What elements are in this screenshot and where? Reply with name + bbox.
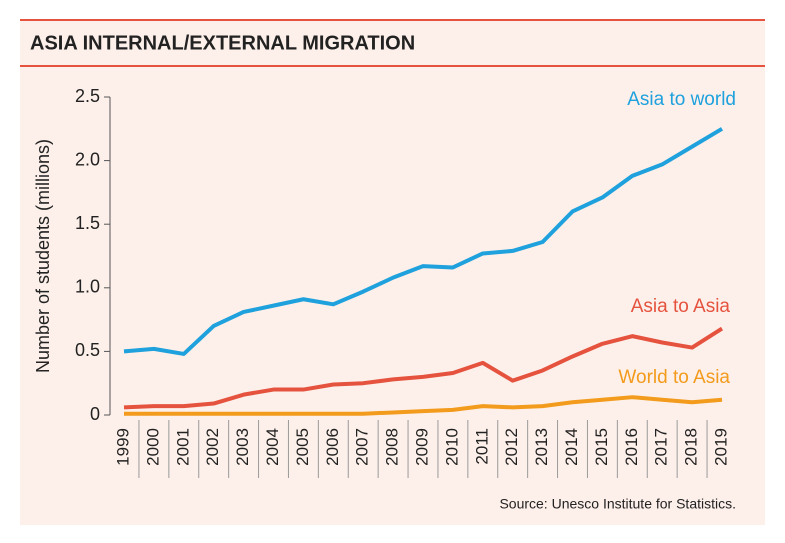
y-axis-label: Number of students (millions) xyxy=(33,139,53,373)
x-tick-label: 2002 xyxy=(203,428,222,466)
x-tick-label: 2006 xyxy=(323,428,342,466)
x-tick-label: 2003 xyxy=(233,428,252,466)
y-tick-label: 1.0 xyxy=(75,277,100,297)
x-tick-label: 2011 xyxy=(472,428,491,465)
y-tick-label: 2.5 xyxy=(75,86,100,106)
y-tick-label: 2.0 xyxy=(75,149,100,169)
x-tick-label: 2013 xyxy=(532,428,551,466)
x-tick-label: 2015 xyxy=(592,428,611,466)
x-tick-label: 2016 xyxy=(622,428,641,466)
series-label: Asia to Asia xyxy=(631,296,731,317)
x-tick-label: 1999 xyxy=(113,428,132,466)
x-tick-label: 2014 xyxy=(562,428,581,466)
series-label: Asia to world xyxy=(627,89,736,110)
x-tick-label: 2000 xyxy=(143,428,162,466)
y-tick-label: 0 xyxy=(90,404,100,424)
series-line xyxy=(123,127,724,356)
y-tick-label: 0.5 xyxy=(75,340,100,360)
x-tick-label: 2019 xyxy=(711,428,730,466)
x-tick-label: 2012 xyxy=(502,428,521,466)
chart-title: ASIA INTERNAL/EXTERNAL MIGRATION xyxy=(30,32,415,54)
x-tick-label: 2008 xyxy=(383,428,402,466)
x-tick-label: 2005 xyxy=(293,428,312,466)
x-tick-label: 2001 xyxy=(173,428,192,466)
series-line xyxy=(124,395,723,416)
series-line xyxy=(123,326,724,410)
x-tick-label: 2018 xyxy=(682,428,701,466)
x-tick-label: 2007 xyxy=(353,428,372,466)
panel xyxy=(20,20,765,525)
source: Source: Unesco Institute for Statistics. xyxy=(499,496,736,512)
x-tick-label: 2004 xyxy=(263,428,282,466)
x-tick-label: 2010 xyxy=(442,428,461,466)
x-tick-label: 2017 xyxy=(652,428,671,466)
y-tick-label: 1.5 xyxy=(75,213,100,233)
series-label: World to Asia xyxy=(618,367,730,388)
x-tick-label: 2009 xyxy=(412,428,431,466)
